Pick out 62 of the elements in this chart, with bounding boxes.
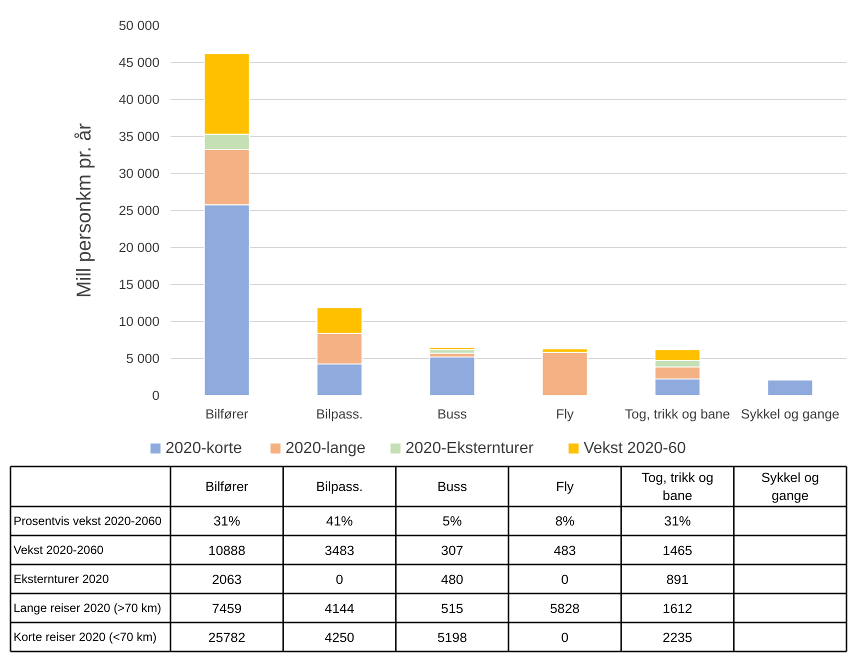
- data-label: 5198: [437, 630, 467, 645]
- category-label: Fly: [556, 479, 574, 494]
- y-axis-title: Mill personkm pr. år: [74, 122, 96, 298]
- text: 5%: [442, 514, 462, 528]
- data-label: 3483: [324, 543, 354, 558]
- category-label: Bilpass.: [316, 479, 363, 494]
- data-label: 25782: [208, 630, 246, 645]
- y-tick-label: 20 000: [118, 240, 160, 255]
- legend-label: 2020-Eksternturer: [406, 440, 534, 457]
- data-label: 891: [666, 572, 689, 587]
- category-label: Sykkel og gange: [761, 470, 820, 503]
- bar: [429, 346, 476, 350]
- data-label: 2235: [662, 630, 692, 645]
- text: Eksternturer 2020: [14, 572, 110, 586]
- text: 8%: [555, 514, 575, 528]
- bar: [542, 352, 588, 396]
- data-label: 515: [441, 601, 464, 616]
- y-tick-label: 10 000: [118, 314, 160, 329]
- data-label: 1612: [662, 601, 692, 616]
- category-label: Tog, trikk og bane: [642, 470, 714, 503]
- y-tick-label: 15 000: [118, 277, 160, 292]
- data-label: 7459: [212, 601, 242, 616]
- data-label: 4250: [324, 630, 354, 645]
- legend-label: Vekst 2020-60: [584, 440, 686, 457]
- data-label: 307: [441, 543, 464, 558]
- category-label: Bilfører: [205, 479, 248, 494]
- data-label: 4144: [324, 601, 355, 616]
- y-tick-label: 5 000: [126, 351, 160, 366]
- data-label: 10888: [208, 543, 246, 558]
- x-tick-label: Tog, trikk og bane: [624, 406, 730, 422]
- bar: [767, 379, 814, 396]
- data-label: 0: [561, 630, 569, 645]
- category-label: Buss: [437, 479, 467, 494]
- text: 31%: [664, 514, 691, 528]
- text: Lange reiser 2020 (>70 km): [14, 601, 162, 615]
- legend-label: 2020-lange: [286, 440, 366, 457]
- text: Vekst 2020-2060: [14, 543, 104, 557]
- text: Korte reiser 2020 (<70 km): [14, 630, 157, 644]
- y-tick-label: 40 000: [118, 92, 160, 107]
- data-label: 0: [336, 572, 344, 587]
- data-label: 1465: [662, 543, 692, 558]
- bar: [429, 356, 476, 396]
- x-tick-label: Bilfører: [205, 406, 249, 422]
- data-label: 0: [561, 572, 569, 587]
- y-tick-label: 30 000: [118, 166, 160, 181]
- x-tick-label: Sykkel og gange: [740, 406, 840, 422]
- data-label: 5828: [550, 601, 580, 616]
- text: 31%: [213, 514, 240, 528]
- data-label: 483: [554, 543, 576, 558]
- data-label: 480: [441, 572, 464, 587]
- y-tick-label: 0: [152, 388, 160, 403]
- y-tick-label: 45 000: [118, 55, 160, 70]
- x-tick-label: Fly: [556, 406, 574, 422]
- x-tick-label: Bilpass.: [316, 406, 363, 422]
- y-tick-label: 50 000: [118, 18, 160, 33]
- x-tick-label: Buss: [437, 406, 468, 422]
- legend-label: 2020-korte: [166, 440, 242, 457]
- y-tick-label: 25 000: [118, 203, 160, 218]
- text: Prosentvis vekst 2020-2060: [14, 514, 162, 528]
- y-tick-label: 35 000: [118, 129, 160, 144]
- data-label: 2063: [212, 572, 242, 587]
- text: 41%: [326, 514, 353, 528]
